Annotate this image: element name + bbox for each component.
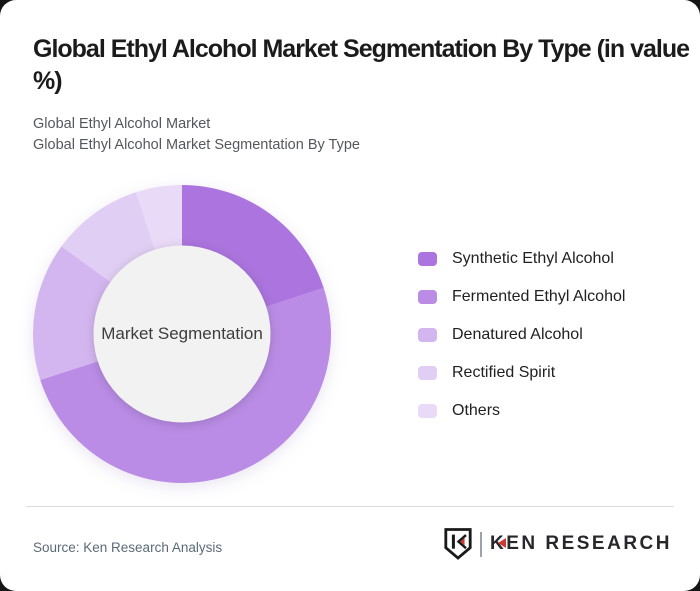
legend-item-denatured-alcohol[interactable]: Denatured Alcohol: [418, 326, 625, 344]
ken-shield-icon: [444, 528, 472, 560]
legend-label: Synthetic Ethyl Alcohol: [452, 250, 614, 267]
legend-label: Rectified Spirit: [452, 364, 556, 381]
logo-divider-bar: [479, 531, 482, 557]
donut-segment-others[interactable]: [135, 185, 182, 251]
donut-svg: [33, 185, 332, 484]
shield-red-triangle: [460, 537, 465, 546]
legend-item-others[interactable]: Others: [418, 402, 625, 420]
donut-segment-synthetic-ethyl-alcohol[interactable]: [182, 185, 324, 307]
legend-swatch-denatured-alcohol: [418, 328, 437, 342]
logo-brand-k: K: [489, 533, 507, 554]
donut-segment-fermented-ethyl-alcohol[interactable]: [40, 287, 332, 484]
logo-brand-text: K EN RESEARCH: [490, 533, 672, 555]
donut-center-label: Market Segmentation: [101, 324, 263, 343]
source-text: Source: Ken Research Analysis: [33, 540, 223, 555]
donut-center-circle: [93, 245, 271, 423]
legend-item-synthetic-ethyl-alcohol[interactable]: Synthetic Ethyl Alcohol: [418, 250, 625, 268]
legend-item-rectified-spirit[interactable]: Rectified Spirit: [418, 364, 625, 382]
legend-label: Others: [452, 402, 501, 419]
donut-chart: Market Segmentation: [32, 184, 332, 484]
footer-divider: [26, 506, 674, 507]
donut-segment-rectified-spirit[interactable]: [61, 192, 155, 283]
legend-swatch-fermented-ethyl-alcohol: [418, 290, 437, 304]
subtitle-line-2: Global Ethyl Alcohol Market Segmentation…: [33, 137, 360, 153]
legend-item-fermented-ethyl-alcohol[interactable]: Fermented Ethyl Alcohol: [418, 288, 625, 306]
legend-label: Fermented Ethyl Alcohol: [452, 288, 626, 305]
legend-swatch-synthetic-ethyl-alcohol: [418, 252, 437, 266]
page-title: Global Ethyl Alcohol Market Segmentation…: [33, 35, 690, 95]
donut-segment-denatured-alcohol[interactable]: [33, 246, 111, 381]
subtitle-block: Global Ethyl Alcohol Market Global Ethyl…: [33, 114, 360, 156]
subtitle-line-1: Global Ethyl Alcohol Market: [33, 116, 211, 132]
logo-brand-rest: EN RESEARCH: [506, 533, 672, 554]
legend-swatch-others: [418, 404, 437, 418]
ken-research-logo: K EN RESEARCH: [443, 527, 672, 561]
chart-legend: Synthetic Ethyl Alcohol Fermented Ethyl A…: [418, 250, 625, 420]
legend-swatch-rectified-spirit: [418, 366, 437, 380]
legend-label: Denatured Alcohol: [452, 326, 583, 343]
